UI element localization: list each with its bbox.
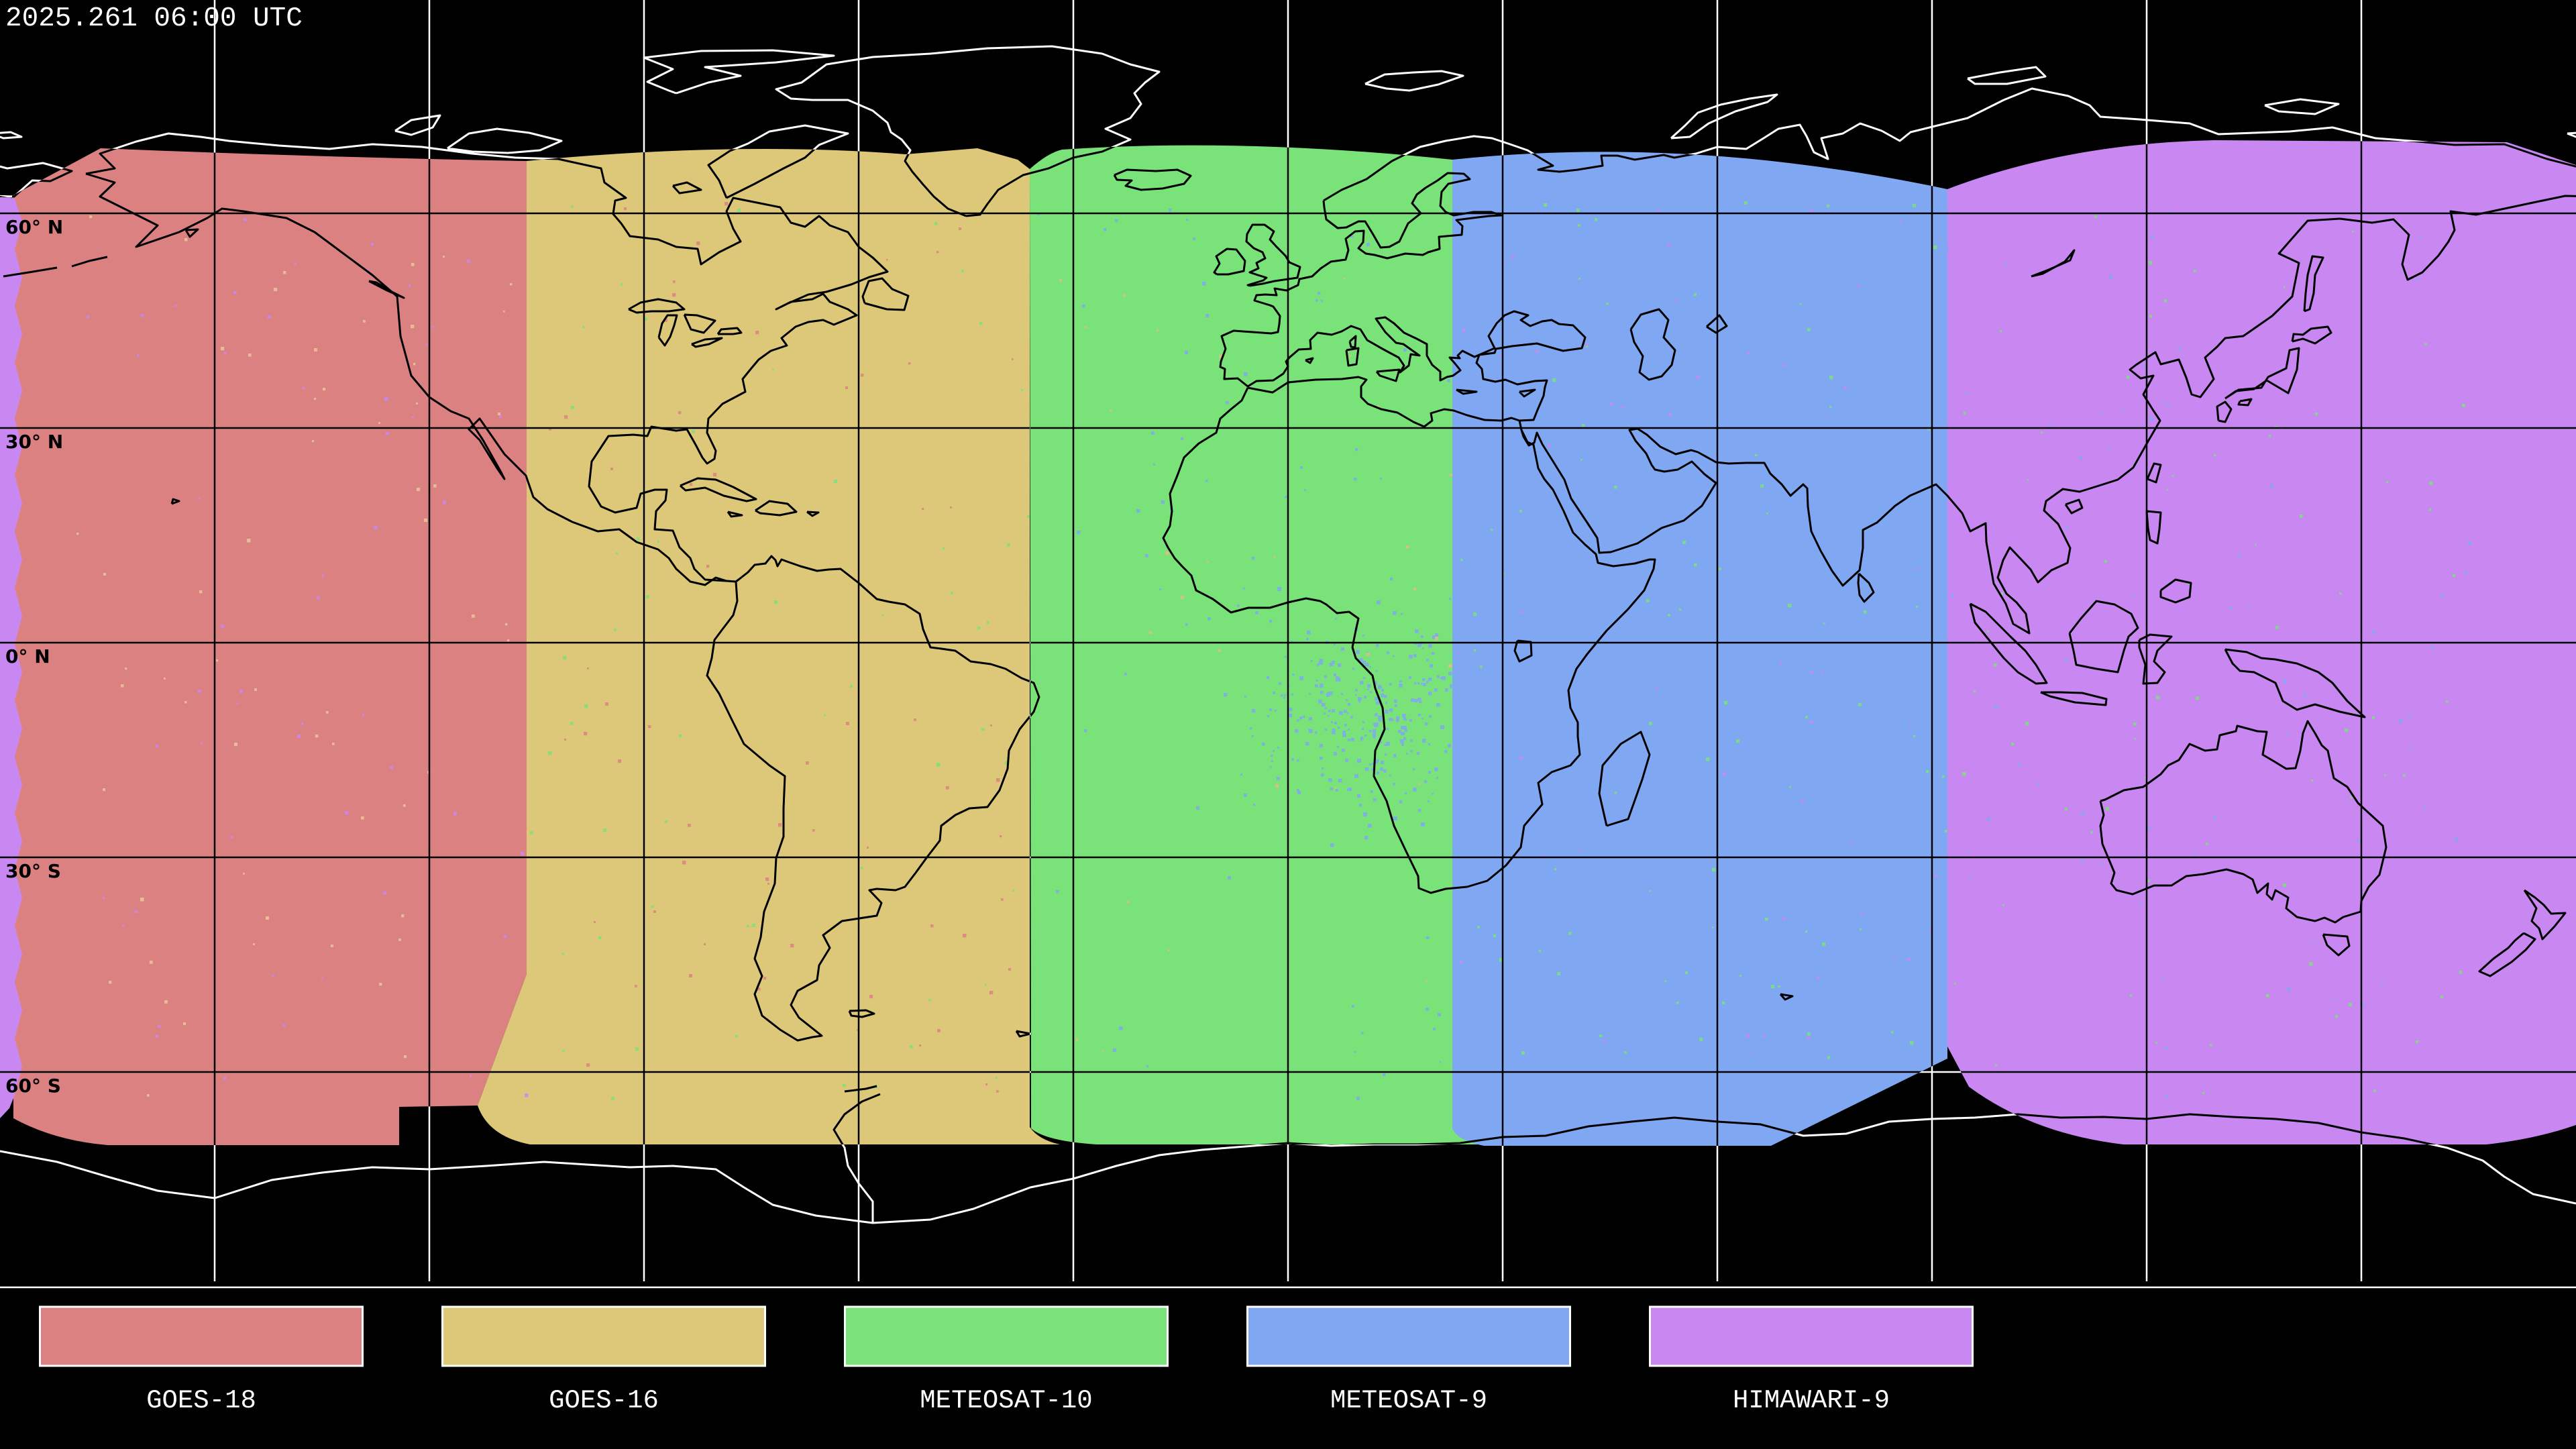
latitude-label-60n: 60° N	[5, 216, 63, 238]
legend-swatch-goes-18	[39, 1305, 364, 1367]
legend-item-meteosat-10: METEOSAT-10	[844, 1305, 1169, 1415]
coverage-sector-meteosat-9	[1452, 152, 1947, 1146]
coverage-sector-goes-18	[12, 148, 527, 1145]
latitude-label-0n: 0° N	[5, 645, 50, 667]
legend-item-meteosat-9: METEOSAT-9	[1246, 1305, 1571, 1415]
coverage-sector-goes-16	[478, 148, 1060, 1144]
latitude-label-60s: 60° S	[5, 1075, 61, 1097]
legend-label-himawari-9: HIMAWARI-9	[1733, 1386, 1890, 1415]
latitude-label-30s: 30° S	[5, 860, 61, 882]
timestamp: 2025.261 06:00 UTC	[5, 3, 303, 34]
coverage-sector-himawari-9-wrap	[0, 196, 22, 1118]
legend-swatch-meteosat-9	[1246, 1305, 1571, 1367]
legend-item-goes-16: GOES-16	[441, 1305, 766, 1415]
legend-label-goes-18: GOES-18	[146, 1386, 256, 1415]
legend: GOES-18 GOES-16 METEOSAT-10 METEOSAT-9 H…	[39, 1305, 1974, 1415]
coverage-sector-meteosat-10	[1030, 145, 1484, 1144]
latitude-labels: 60° N 30° N 0° N 30° S 60° S	[5, 216, 63, 1097]
legend-label-meteosat-10: METEOSAT-10	[920, 1386, 1092, 1415]
legend-label-meteosat-9: METEOSAT-9	[1330, 1386, 1487, 1415]
legend-swatch-goes-16	[441, 1305, 766, 1367]
legend-label-goes-16: GOES-16	[549, 1386, 659, 1415]
legend-item-himawari-9: HIMAWARI-9	[1649, 1305, 1974, 1415]
legend-swatch-meteosat-10	[844, 1305, 1169, 1367]
latitude-label-30n: 30° N	[5, 431, 63, 453]
legend-item-goes-18: GOES-18	[39, 1305, 364, 1415]
map-layers	[0, 0, 2576, 1289]
legend-swatch-himawari-9	[1649, 1305, 1974, 1367]
coverage-sectors	[0, 140, 2576, 1146]
